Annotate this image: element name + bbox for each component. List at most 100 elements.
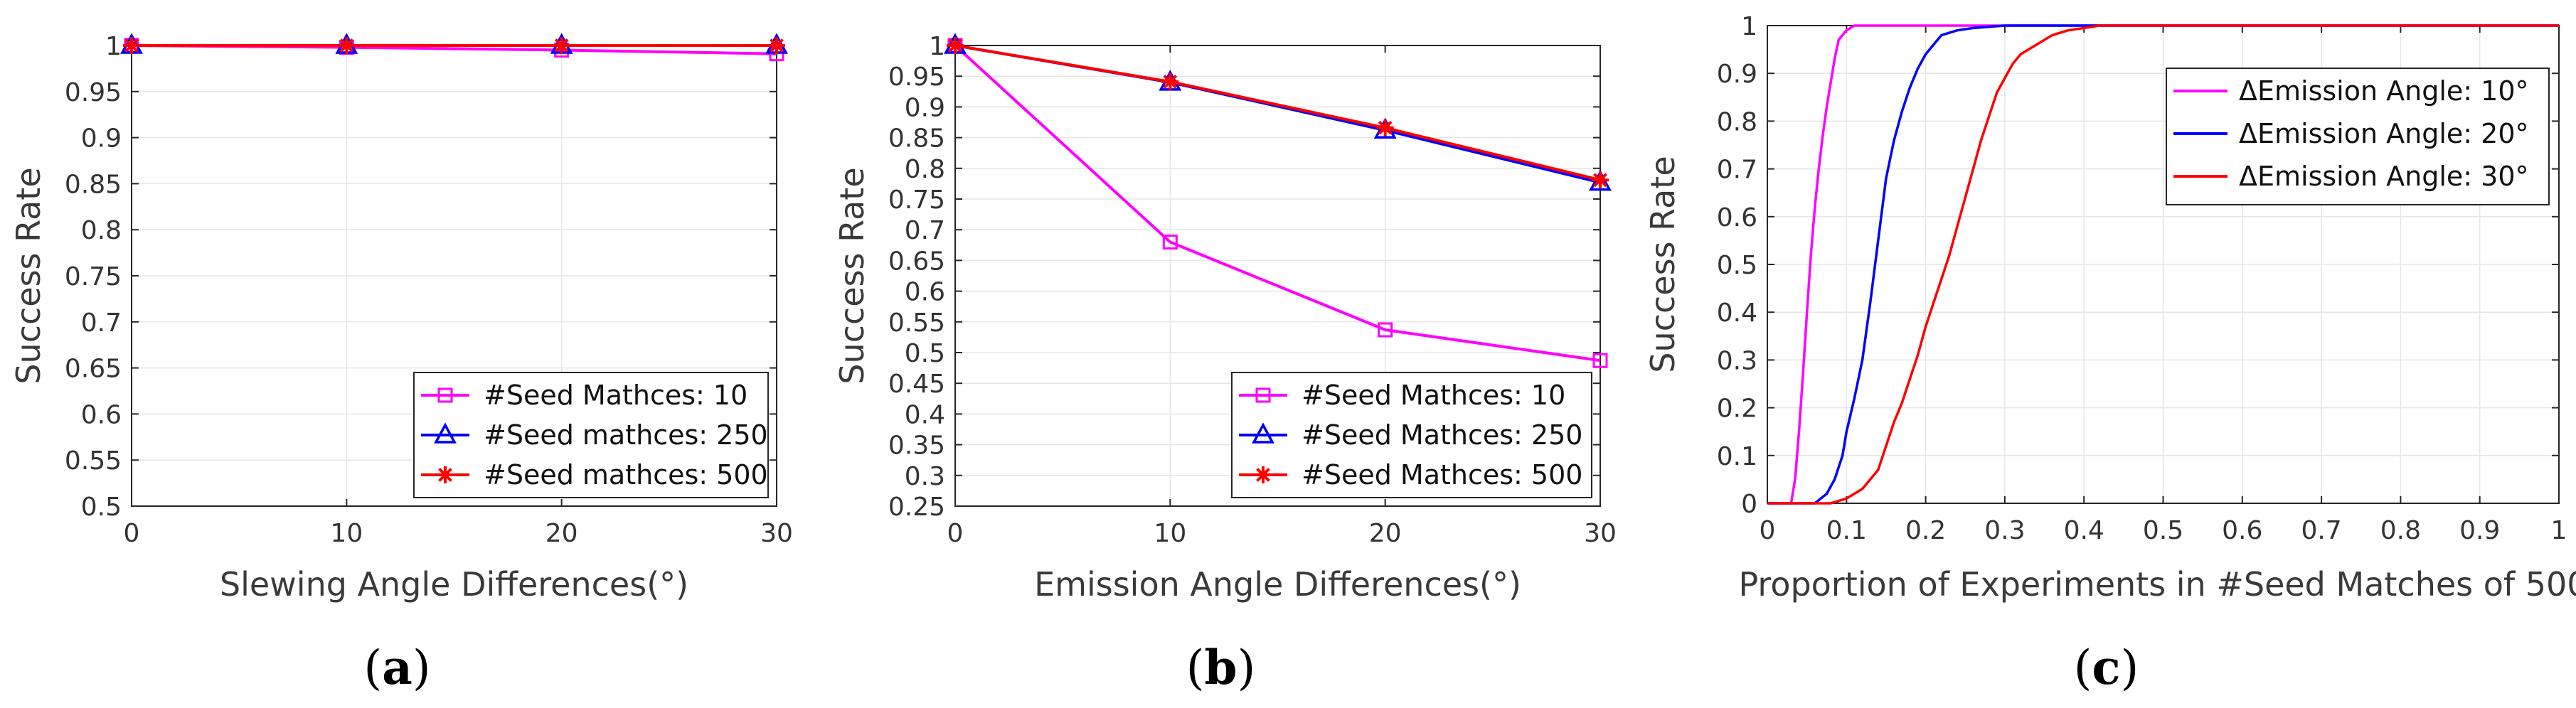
y-tick-label: 0.9 bbox=[905, 93, 945, 122]
tick-labels: 0 0.1 0.2 0.3 0.4 0.5 0.6 0.7 0.8 0.9 1 0 0.1 0.2 0.3 0… bbox=[1717, 12, 2567, 545]
series-line-1 bbox=[954, 44, 1601, 363]
chart-panel-a: 0 10 20 30 0.5 0.55 0.6 0.65 0.7 0.75 0.8 0.85 0.9 0.… bbox=[9, 32, 793, 695]
legend-box bbox=[1231, 372, 1592, 498]
y-axis-label: Success Rate bbox=[1644, 156, 1682, 372]
y-tick-label: 0.7 bbox=[1717, 156, 1757, 185]
legend-label-3: #Seed mathces: 500 bbox=[484, 459, 768, 490]
legend-marker-1 bbox=[1255, 387, 1271, 403]
legend-marker-2 bbox=[1252, 422, 1274, 444]
x-tick-label: 0.8 bbox=[2380, 516, 2421, 545]
y-tick-label: 0.5 bbox=[1717, 251, 1757, 280]
x-tick-label: 20 bbox=[545, 519, 578, 548]
panel-label-open: ( bbox=[1186, 640, 1205, 695]
legend-label-2: #Seed Mathces: 250 bbox=[1302, 419, 1582, 451]
legend-label-1: #Seed Mathces: 10 bbox=[484, 380, 747, 411]
x-tick-label: 0.1 bbox=[1826, 516, 1867, 545]
y-tick-label: 0.55 bbox=[65, 446, 122, 476]
y-tick-label: 0.85 bbox=[65, 170, 122, 199]
panel-label-letter: b bbox=[1204, 640, 1237, 695]
x-tick-label: 0 bbox=[1760, 516, 1776, 545]
y-tick-label: 0.3 bbox=[905, 462, 945, 491]
panel-label-close: ) bbox=[1238, 640, 1256, 695]
y-axis-label: Success Rate bbox=[833, 167, 871, 384]
x-tick-label: 30 bbox=[760, 519, 793, 548]
y-tick-label: 0.75 bbox=[65, 262, 122, 291]
series-line-3 bbox=[1767, 24, 2559, 505]
y-tick-label: 1 bbox=[105, 32, 122, 61]
tick-labels: 0 10 20 300.250.30.350.40.450.50.550.60.650… bbox=[888, 32, 1617, 548]
y-tick-label: 0.95 bbox=[65, 78, 122, 107]
y-tick-label: 0 bbox=[1741, 490, 1757, 519]
x-tick-label: 30 bbox=[1584, 519, 1617, 548]
legend-label-2: ΔEmission Angle: 20° bbox=[2239, 118, 2529, 149]
data-point bbox=[338, 37, 356, 54]
y-tick-label: 0.75 bbox=[888, 186, 945, 215]
legend: #Seed Mathces: 10 #Seed mathces: 250 #Seed… bbox=[413, 372, 769, 498]
legend-label-1: #Seed Mathces: 10 bbox=[1302, 380, 1565, 411]
data-point bbox=[123, 37, 140, 54]
legend-label-2: #Seed mathces: 250 bbox=[484, 419, 768, 451]
data-point bbox=[1378, 322, 1393, 338]
y-tick-label: 0.7 bbox=[81, 309, 122, 338]
x-tick-label: 0 bbox=[124, 519, 140, 548]
data-point bbox=[947, 37, 964, 54]
series-layer bbox=[1767, 24, 2559, 505]
x-tick-label: 20 bbox=[1369, 519, 1402, 548]
tick-labels: 0 10 20 30 0.5 0.55 0.6 0.65 0.7 0.75 0.8 0.85 0.9 0.… bbox=[65, 32, 793, 548]
y-tick-label: 0.9 bbox=[81, 124, 122, 154]
panel-label-letter: a bbox=[382, 640, 413, 695]
legend-label-3: ΔEmission Angle: 30° bbox=[2239, 161, 2529, 192]
legend: #Seed Mathces: 10 #Seed Mathces: 250 #Seed… bbox=[1231, 372, 1592, 498]
y-tick-label: 0.85 bbox=[888, 124, 945, 154]
data-point bbox=[1376, 119, 1394, 136]
x-tick-label: 0.3 bbox=[1984, 516, 2025, 545]
panel-label-close: ) bbox=[2121, 640, 2139, 695]
x-tick-label: 0.5 bbox=[2143, 516, 2183, 545]
y-tick-label: 0.6 bbox=[905, 278, 945, 307]
data-point bbox=[1592, 353, 1608, 368]
data-point bbox=[553, 37, 570, 54]
legend-box bbox=[2166, 68, 2550, 205]
x-tick-label: 10 bbox=[1154, 519, 1186, 548]
x-axis-label: Emission Angle Differences(°) bbox=[1034, 565, 1521, 604]
y-tick-label: 0.5 bbox=[81, 493, 122, 522]
y-tick-label: 0.6 bbox=[81, 400, 122, 429]
x-tick-label: 1 bbox=[2551, 516, 2567, 545]
x-axis-label: Slewing Angle Differences(°) bbox=[220, 565, 688, 604]
data-point bbox=[1592, 171, 1609, 189]
panel-label: (c) bbox=[2074, 640, 2139, 695]
y-tick-label: 1 bbox=[1741, 12, 1757, 41]
data-point bbox=[768, 37, 785, 54]
y-tick-label: 0.6 bbox=[1717, 203, 1757, 232]
x-tick-label: 0 bbox=[947, 519, 964, 548]
y-tick-label: 1 bbox=[929, 32, 945, 61]
y-tick-label: 0.7 bbox=[905, 216, 945, 245]
y-tick-label: 0.4 bbox=[1717, 299, 1757, 328]
y-tick-label: 0.1 bbox=[1717, 442, 1757, 471]
panel-label-close: ) bbox=[413, 640, 431, 695]
legend-marker-3 bbox=[437, 466, 454, 483]
series-line-1 bbox=[1767, 24, 2559, 505]
legend-label-1: ΔEmission Angle: 10° bbox=[2239, 75, 2529, 107]
y-tick-label: 0.65 bbox=[888, 247, 945, 276]
series-layer bbox=[944, 33, 1612, 368]
x-tick-label: 0.6 bbox=[2222, 516, 2262, 545]
legend-label-3: #Seed Mathces: 500 bbox=[1302, 459, 1582, 490]
data-point bbox=[1161, 73, 1179, 90]
y-tick-label: 0.55 bbox=[888, 309, 945, 338]
x-tick-label: 0.4 bbox=[2064, 516, 2104, 545]
y-tick-label: 0.2 bbox=[1717, 395, 1757, 424]
panel-label-letter: c bbox=[2092, 640, 2120, 695]
x-tick-label: 0.9 bbox=[2459, 516, 2500, 545]
y-tick-label: 0.8 bbox=[1717, 107, 1757, 136]
series-line-3 bbox=[954, 44, 1601, 182]
legend-box bbox=[413, 372, 769, 498]
y-tick-label: 0.4 bbox=[905, 400, 945, 429]
y-tick-label: 0.35 bbox=[888, 431, 945, 461]
panel-label: (b) bbox=[1186, 640, 1256, 695]
panel-label-open: ( bbox=[363, 640, 382, 695]
y-tick-label: 0.95 bbox=[888, 63, 945, 92]
panel-label-open: ( bbox=[2074, 640, 2092, 695]
series-layer bbox=[120, 33, 788, 62]
